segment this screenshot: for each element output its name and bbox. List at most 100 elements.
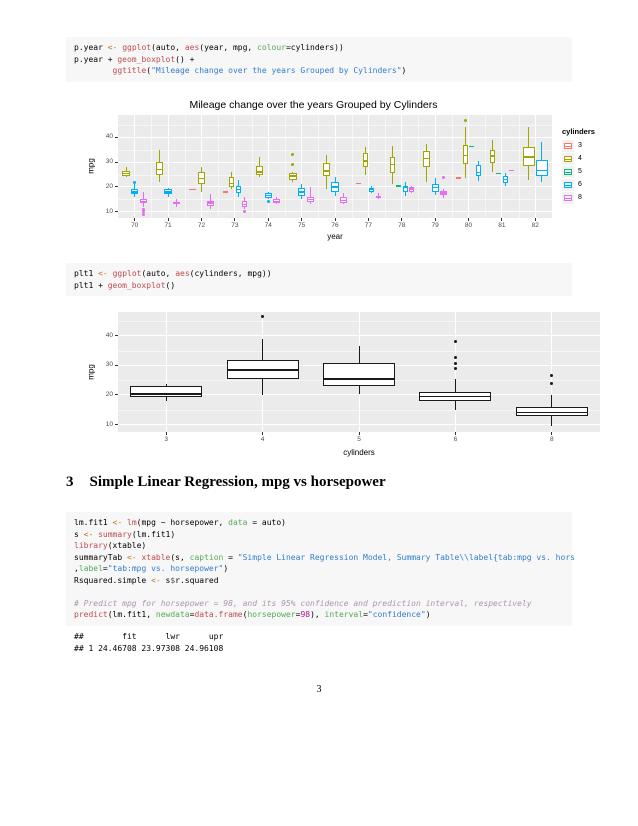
- boxplot-upper-whisker: [176, 199, 178, 202]
- x-tick-mark: [401, 218, 403, 221]
- boxplot-lower-whisker: [358, 386, 360, 395]
- boxplot-lower-whisker: [237, 193, 239, 197]
- boxplot-lower-whisker: [125, 175, 127, 178]
- boxplot-upper-whisker: [262, 338, 264, 360]
- boxplot-lower-whisker: [364, 167, 366, 175]
- boxplot-lower-whisker: [176, 204, 178, 207]
- minor-gridline: [318, 115, 320, 218]
- boxplot-median: [419, 395, 492, 398]
- boxplot-median: [226, 369, 299, 371]
- code-token: p.year: [74, 43, 108, 52]
- outlier-point: [243, 210, 247, 214]
- boxplot-upper-whisker: [244, 196, 246, 201]
- y-tick-mark: [115, 161, 118, 163]
- outlier-point: [453, 367, 457, 371]
- code-token: <-: [98, 269, 108, 278]
- boxplot-median: [340, 199, 348, 202]
- figure-mpg-by-year: Mileage change over the years Grouped by…: [75, 96, 635, 248]
- boxplot-median: [130, 393, 203, 395]
- code-line: ,label="tab:mpg vs. horsepower"): [74, 563, 564, 575]
- x-tick-label: 3: [164, 436, 168, 443]
- code-token: "tab:mpg vs. horsepower": [107, 564, 224, 573]
- boxplot-upper-whisker: [358, 346, 360, 363]
- chart-title: Mileage change over the years Grouped by…: [189, 99, 438, 111]
- boxplot-box: [229, 177, 235, 187]
- code-token: horsepower: [247, 610, 296, 619]
- boxplot-box: [323, 362, 395, 387]
- boxplot-lower-whisker: [464, 163, 466, 179]
- boxplot-median: [323, 378, 395, 380]
- boxplot-median: [306, 198, 314, 201]
- boxplot-box: [402, 185, 408, 192]
- boxplot-median: [322, 170, 330, 172]
- boxplot-lower-whisker: [491, 163, 493, 173]
- boxplot-median: [440, 192, 448, 194]
- section-title: Simple Linear Regression, mpg vs horsepo…: [89, 474, 386, 490]
- code-line: ggtitle("Mileage change over the years G…: [74, 65, 564, 77]
- page-number: 3: [316, 684, 322, 695]
- code-token: <-: [83, 529, 94, 539]
- code-token: "Simple Linear Regression Model, Summary…: [237, 552, 575, 562]
- legend-entry-label: 4: [578, 155, 582, 162]
- major-gridline: [134, 115, 136, 218]
- boxplot-upper-whisker: [309, 186, 311, 197]
- boxplot-upper-whisker: [292, 172, 294, 174]
- x-tick-mark: [468, 218, 470, 221]
- boxplot-lower-whisker: [443, 194, 445, 199]
- code-line: # Predict mpg for horsepower = 98, and i…: [74, 598, 564, 610]
- outlier-point: [291, 153, 295, 157]
- boxplot-lower-whisker: [377, 198, 379, 200]
- boxplot-glyph-median: [565, 197, 571, 199]
- code-line: Rsquared.simple <- s$r.squared: [74, 575, 564, 587]
- code-token: p.year +: [74, 54, 118, 64]
- x-tick-mark: [200, 218, 202, 221]
- y-tick-mark: [115, 335, 118, 337]
- x-tick-mark: [358, 432, 360, 435]
- boxplot-upper-whisker: [343, 193, 345, 197]
- boxplot-lower-whisker: [334, 191, 336, 196]
- boxplot-box: [322, 163, 330, 176]
- boxplot-lower-whisker: [309, 201, 311, 205]
- code-token: [74, 66, 113, 75]
- boxplot-upper-whisker: [404, 182, 406, 186]
- x-tick-label: 72: [197, 222, 206, 229]
- boxplot-upper-whisker: [371, 185, 373, 189]
- x-tick-label: 71: [164, 222, 172, 229]
- code-token: data: [228, 518, 248, 527]
- boxplot-glyph-median: [565, 158, 571, 160]
- code-token: aes: [175, 269, 190, 278]
- major-gridline: [434, 115, 436, 218]
- boxplot-median: [375, 196, 381, 198]
- code-token: () +: [175, 54, 195, 64]
- x-tick-label: 79: [431, 222, 439, 229]
- code-line: p.year + geom_boxplot() +: [74, 54, 564, 66]
- boxplot-glyph: [564, 181, 572, 188]
- legend-entry: 5: [562, 165, 595, 178]
- boxplot-median: [229, 182, 235, 184]
- legend-entry-label: 8: [578, 194, 582, 201]
- y-tick-label: 10: [105, 207, 113, 215]
- minor-gridline: [184, 115, 186, 218]
- x-tick-label: 5: [357, 436, 361, 443]
- r-console-output: ## fit lwr upr ## 1 24.46708 23.97308 24.…: [74, 631, 223, 655]
- outlier-point: [453, 355, 457, 359]
- code-line: summaryTab <- xtable(s, caption = "Simpl…: [74, 552, 575, 564]
- y-tick-mark: [115, 424, 118, 426]
- x-tick-mark: [167, 218, 169, 221]
- x-tick-mark: [334, 218, 336, 221]
- code-token: lm: [127, 518, 137, 527]
- boxplot-single-line: [456, 177, 462, 179]
- code-token: s: [160, 575, 171, 585]
- y-tick-label: 10: [105, 420, 113, 428]
- minor-gridline: [218, 115, 220, 218]
- code-token: (auto,: [141, 269, 176, 278]
- code-token: xtable: [141, 552, 171, 562]
- code-token: (: [242, 610, 248, 619]
- code-token: "confidence": [367, 610, 426, 619]
- x-tick-label: 4: [260, 436, 265, 443]
- boxplot-median: [264, 194, 272, 197]
- boxplot-median: [431, 186, 439, 189]
- boxplot-median: [362, 160, 368, 162]
- boxplot-median: [502, 178, 508, 181]
- boxplot-median: [298, 191, 306, 193]
